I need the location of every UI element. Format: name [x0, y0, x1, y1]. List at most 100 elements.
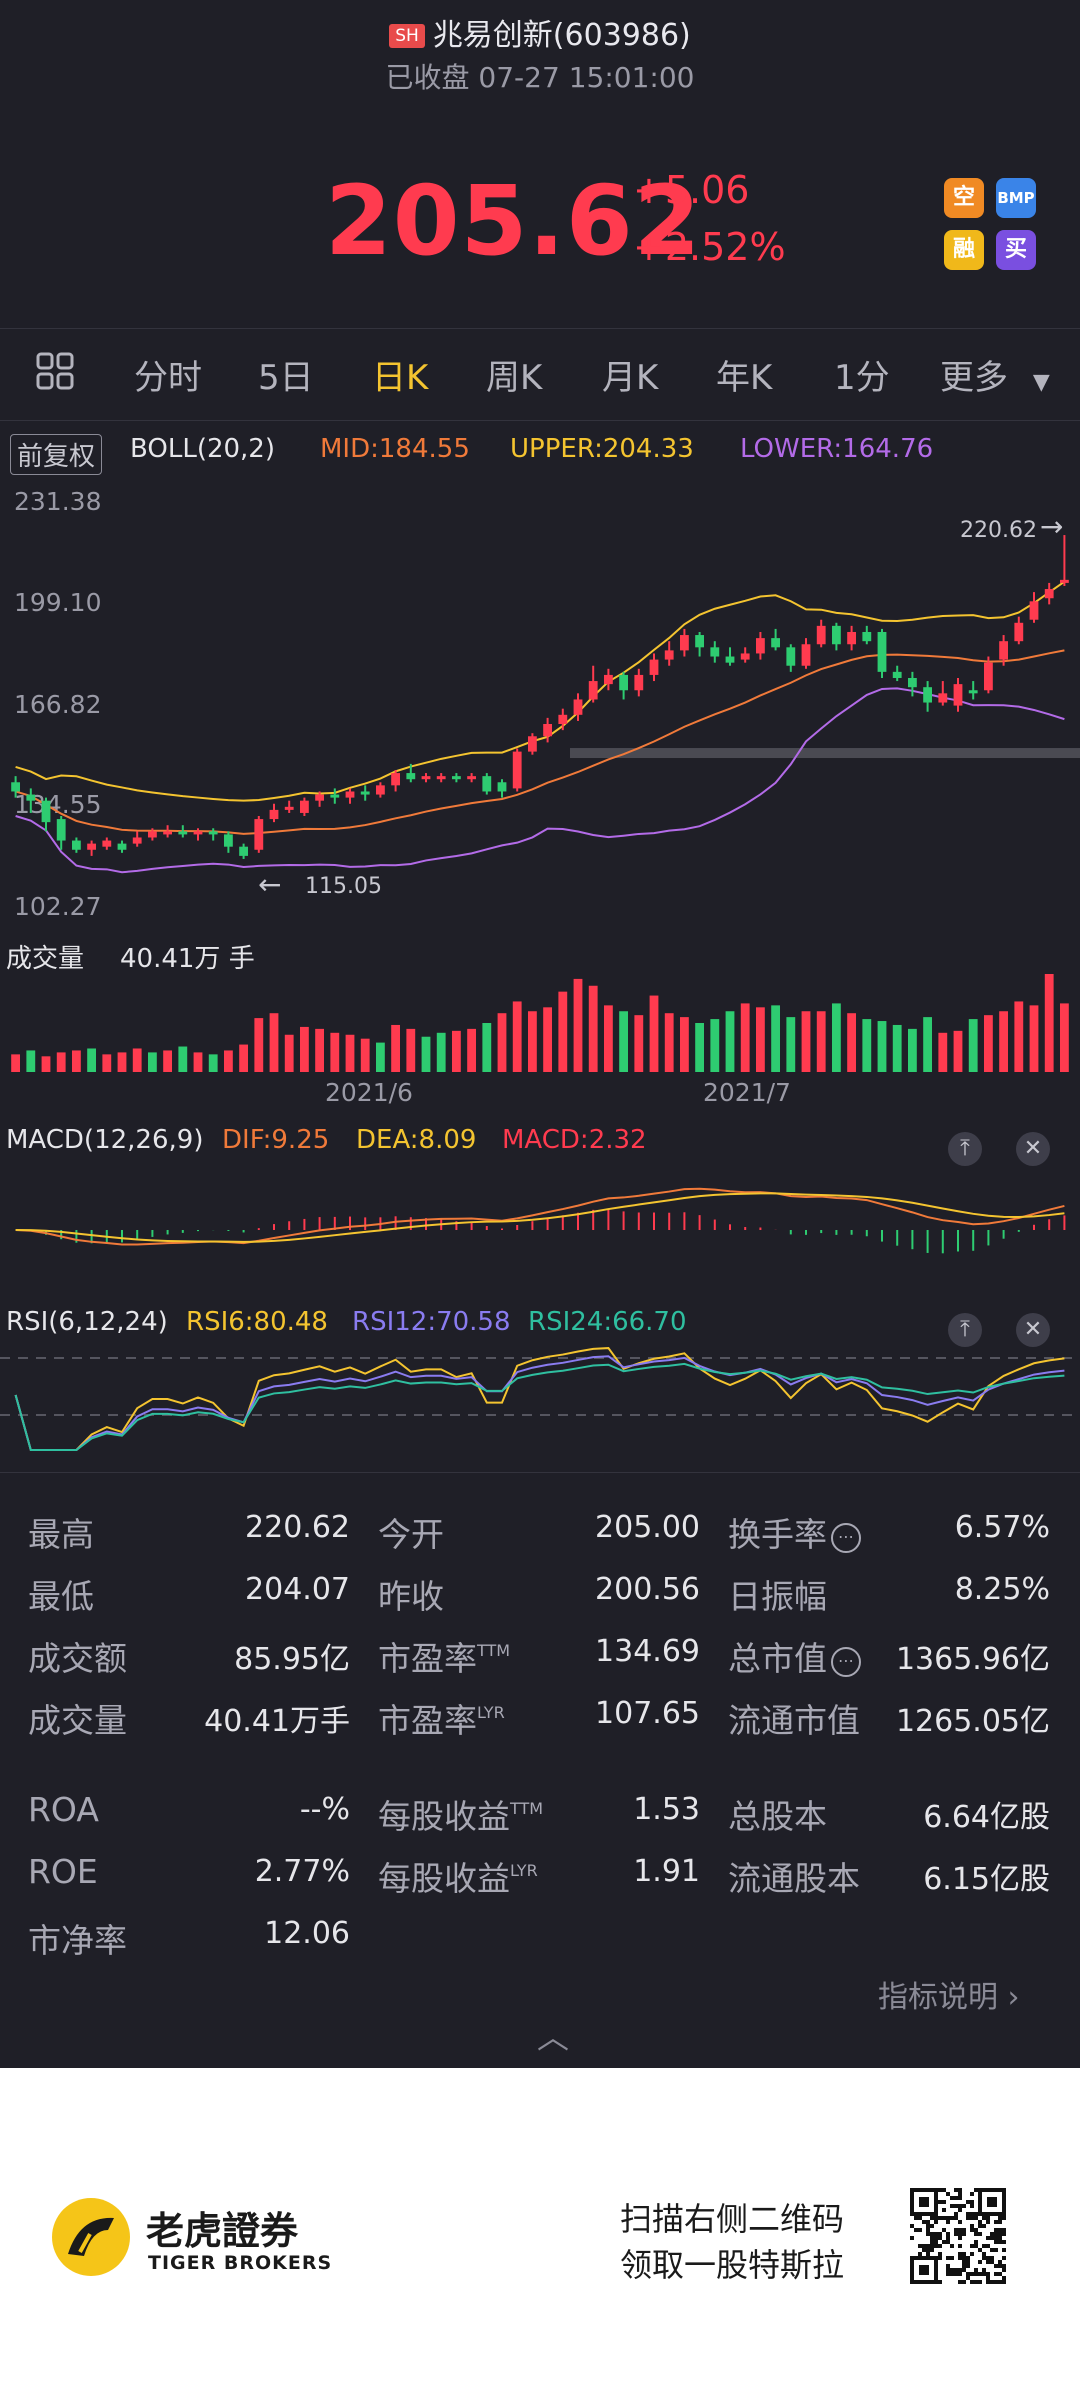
qr-module	[974, 2268, 978, 2272]
qr-module	[946, 2272, 950, 2276]
candle	[163, 831, 173, 835]
qr-module	[958, 2252, 962, 2256]
volume-bar	[360, 1038, 370, 1072]
volume-bar	[345, 1034, 355, 1072]
candle	[512, 751, 522, 789]
buy-icon[interactable]: 买	[996, 230, 1036, 270]
qr-module	[1002, 2248, 1006, 2252]
qr-module	[958, 2272, 962, 2276]
stat-value: 85.95亿	[234, 1642, 350, 1677]
tab-more[interactable]: 更多 ▼	[940, 350, 1050, 399]
candle	[71, 840, 81, 850]
stat-label: 流通股本	[728, 1852, 860, 1900]
tab-intraday[interactable]: 分时	[134, 358, 202, 398]
volume-bar	[391, 1024, 401, 1072]
macd-name[interactable]: MACD(12,26,9)	[6, 1125, 204, 1155]
qr-module	[978, 2248, 982, 2252]
qr-code[interactable]	[910, 2188, 1006, 2284]
chevron-up-icon[interactable]: ︿	[537, 2018, 570, 2056]
qr-module	[938, 2256, 942, 2260]
volume-chart[interactable]	[0, 972, 1080, 1072]
info-icon[interactable]: ⋯	[831, 1523, 861, 1553]
rsi-name[interactable]: RSI(6,12,24)	[6, 1307, 168, 1337]
volume-bar	[999, 1011, 1009, 1072]
qr-module	[998, 2272, 1002, 2276]
stat-label-text: 成交额	[28, 1639, 127, 1678]
candle	[664, 650, 674, 660]
qr-module	[986, 2272, 990, 2276]
volume-bar	[421, 1036, 431, 1072]
volume-bar	[755, 1007, 765, 1072]
indicator-explain-label: 指标说明	[878, 1980, 998, 2015]
chevron-right-icon: ›	[1007, 1980, 1020, 2015]
pin-top-icon[interactable]: ⤒	[948, 1313, 982, 1347]
qr-module	[998, 2228, 1002, 2232]
stat-label: 流通市值	[728, 1694, 860, 1742]
tab-daily[interactable]: 日K	[372, 358, 429, 398]
qr-module	[930, 2244, 934, 2248]
candle	[26, 794, 36, 801]
volume-bar	[558, 991, 568, 1072]
qr-module	[978, 2224, 982, 2228]
candle	[41, 800, 51, 823]
stat-label: 日振幅	[728, 1570, 827, 1618]
indicator-explain-link[interactable]: 指标说明 ›	[878, 1972, 1020, 2016]
qr-module	[926, 2224, 930, 2228]
stat-label-text: ROE	[28, 1852, 98, 1891]
rsi-chart[interactable]	[0, 1340, 1080, 1460]
pin-top-icon[interactable]: ⤒	[948, 1132, 982, 1166]
volume-bar	[938, 1032, 948, 1072]
tab-1min[interactable]: 1分	[834, 358, 890, 398]
qr-module	[942, 2188, 946, 2192]
qr-module	[962, 2232, 966, 2236]
volume-bar	[771, 1005, 781, 1072]
margin-icon[interactable]: 融	[944, 230, 984, 270]
stat-label-text: 日振幅	[728, 1577, 827, 1616]
tab-more-label: 更多	[940, 358, 1008, 398]
info-icon[interactable]: ⋯	[831, 1647, 861, 1677]
grid-icon[interactable]	[36, 352, 76, 401]
qr-module	[950, 2244, 954, 2248]
qr-module	[966, 2200, 970, 2204]
qr-module	[986, 2260, 990, 2264]
stock-name: 兆易创新(603986)	[432, 18, 691, 53]
qr-module	[982, 2216, 986, 2220]
qr-module	[974, 2216, 978, 2220]
stat-value: 1.53	[633, 1792, 700, 1827]
stat-value: 8.25%	[954, 1572, 1050, 1607]
exchange-badge: SH	[389, 24, 425, 48]
boll-upper-line	[15, 580, 1065, 802]
stat-value: 1365.96亿	[895, 1642, 1050, 1677]
macd-chart[interactable]	[0, 1160, 1080, 1310]
tab-yearly[interactable]: 年K	[716, 358, 773, 398]
volume-bar	[573, 978, 583, 1072]
qr-module	[930, 2248, 934, 2252]
close-icon[interactable]: ✕	[1016, 1313, 1050, 1347]
tab-monthly[interactable]: 月K	[602, 358, 659, 398]
qr-finder	[919, 2197, 929, 2207]
boll-name[interactable]: BOLL(20,2)	[130, 434, 275, 464]
stat-label: 每股收益LYR	[378, 1852, 538, 1900]
qr-module	[1002, 2216, 1006, 2220]
qr-module	[962, 2228, 966, 2232]
candlestick-chart[interactable]	[0, 470, 1080, 930]
tab-5day[interactable]: 5日	[258, 358, 314, 398]
bmp-icon[interactable]: BMP	[996, 178, 1036, 218]
qr-module	[946, 2268, 950, 2272]
date-axis-label: 2021/7	[703, 1078, 791, 1107]
adjust-type-button[interactable]: 前复权	[10, 434, 103, 475]
qr-module	[998, 2232, 1002, 2236]
qr-module	[946, 2216, 950, 2220]
candle	[375, 785, 385, 795]
qr-module	[938, 2236, 942, 2240]
divider	[0, 328, 1080, 329]
close-icon[interactable]: ✕	[1016, 1132, 1050, 1166]
stat-label: ROE	[28, 1852, 98, 1891]
price-axis-label: 102.27	[14, 892, 102, 921]
qr-module	[954, 2204, 958, 2208]
qr-module	[962, 2204, 966, 2208]
short-icon[interactable]: 空	[944, 178, 984, 218]
candle	[527, 736, 537, 752]
tab-weekly[interactable]: 周K	[486, 358, 543, 398]
qr-module	[958, 2192, 962, 2196]
